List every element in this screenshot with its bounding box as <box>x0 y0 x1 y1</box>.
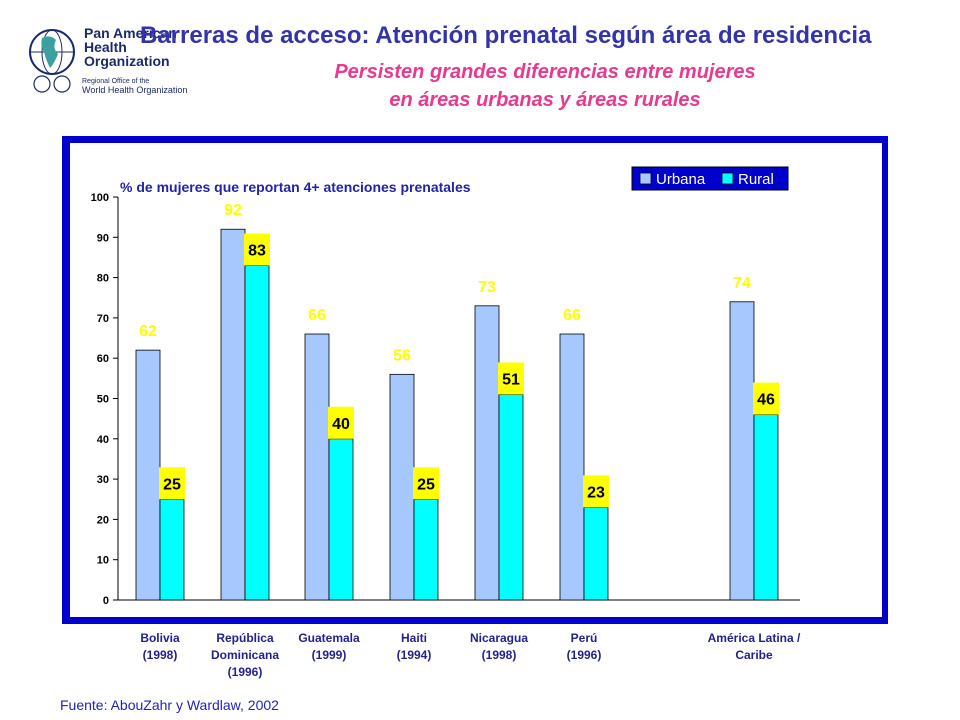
category-label: Dominicana <box>211 648 279 662</box>
category-label: Nicaragua <box>470 631 528 645</box>
data-label-rural: 25 <box>417 476 435 493</box>
data-label-bg-rural <box>159 467 185 500</box>
category-label: Perú <box>571 631 598 645</box>
data-label-urbana: 92 <box>224 202 242 219</box>
bar-rural <box>498 394 524 601</box>
data-label-rural: 83 <box>248 243 266 260</box>
y-tick-label: 20 <box>97 514 109 526</box>
data-label-urbana: 62 <box>139 323 157 340</box>
bars: 62 25 92 83 66 40 56 25 73 51 66 23 74 46 <box>135 202 779 601</box>
data-label-rural: 25 <box>163 476 181 493</box>
y-tick-label: 90 <box>97 232 109 244</box>
data-label-urbana: 56 <box>393 347 411 364</box>
subtitle-line-2: en áreas urbanas y áreas rurales <box>389 89 701 111</box>
y-tick-label: 100 <box>91 192 109 204</box>
category-label: (1996) <box>228 665 263 679</box>
legend-box <box>631 166 789 191</box>
category-label: Bolivia <box>140 631 180 645</box>
logo-sub-1: Regional Office of the <box>82 78 150 85</box>
data-label-bg-rural <box>244 233 270 266</box>
y-tick-label: 30 <box>97 474 109 486</box>
category-label: Guatemala <box>298 631 360 645</box>
bar-urbana <box>220 228 246 601</box>
y-tick-label: 40 <box>97 434 109 446</box>
bar-rural <box>328 438 354 601</box>
data-label-rural: 51 <box>502 371 520 388</box>
bar-urbana <box>729 301 755 601</box>
category-label: (1996) <box>567 648 602 662</box>
legend-swatch-urbana <box>639 172 652 185</box>
data-label-rural: 40 <box>332 416 350 433</box>
logo-line-1: Pan American <box>84 25 177 41</box>
bar-rural <box>244 265 270 601</box>
paho-logo: Pan American Health Organization Regiona… <box>28 20 208 102</box>
data-label-urbana: 73 <box>478 279 496 296</box>
bar-urbana <box>304 333 330 601</box>
bar-rural <box>583 506 609 601</box>
bar-urbana <box>135 349 161 601</box>
bar-urbana <box>389 373 415 601</box>
category-label: (1998) <box>482 648 517 662</box>
bar-rural <box>159 498 185 601</box>
y-tick-label: 0 <box>103 595 109 607</box>
category-label: (1994) <box>397 648 432 662</box>
category-label: República <box>216 631 274 645</box>
bar-rural <box>413 498 439 601</box>
category-label: Caribe <box>735 648 773 662</box>
logo-line-2: Health <box>84 39 127 55</box>
data-label-bg-rural <box>413 467 439 500</box>
data-label-bg-rural <box>753 382 779 415</box>
legend-label-urbana: Urbana <box>656 171 706 188</box>
data-label-bg-rural <box>583 475 609 508</box>
y-tick-label: 80 <box>97 273 109 285</box>
data-label-rural: 23 <box>587 484 605 501</box>
category-label: Haiti <box>401 631 427 645</box>
bar-urbana <box>559 333 585 601</box>
legend: Urbana Rural <box>631 166 789 191</box>
data-label-rural: 46 <box>757 392 775 409</box>
data-label-bg-rural <box>328 406 354 439</box>
y-tick-label: 10 <box>97 555 109 567</box>
y-tick-label: 60 <box>97 353 109 365</box>
category-label: (1999) <box>312 648 347 662</box>
chart-title: % de mujeres que reportan 4+ atenciones … <box>120 179 471 195</box>
legend-label-rural: Rural <box>738 171 774 188</box>
category-labels: Bolivia (1998) República Dominicana (1996) Gu… <box>140 631 801 679</box>
data-label-bg-rural <box>498 362 524 395</box>
page-title: Barreras de acceso: Atención prenatal se… <box>140 22 872 49</box>
data-label-urbana: 74 <box>733 275 751 292</box>
logo-sub-2: World Health Organization <box>82 85 188 95</box>
category-label: (1998) <box>143 648 178 662</box>
y-tick-label: 70 <box>97 313 109 325</box>
bar-rural <box>753 414 779 601</box>
data-label-urbana: 66 <box>563 307 581 324</box>
legend-swatch-rural <box>721 172 734 185</box>
bar-urbana <box>474 305 500 601</box>
subtitle-line-1: Persisten grandes diferencias entre muje… <box>334 61 756 83</box>
globe-icon <box>29 29 75 93</box>
page-subtitle: Persisten grandes diferencias entre muje… <box>245 58 845 114</box>
category-label: América Latina / <box>708 631 801 645</box>
logo-line-3: Organization <box>84 53 170 69</box>
data-label-urbana: 66 <box>308 307 326 324</box>
y-tick-label: 50 <box>97 394 109 406</box>
source-note: Fuente: AbouZahr y Wardlaw, 2002 <box>60 697 279 713</box>
